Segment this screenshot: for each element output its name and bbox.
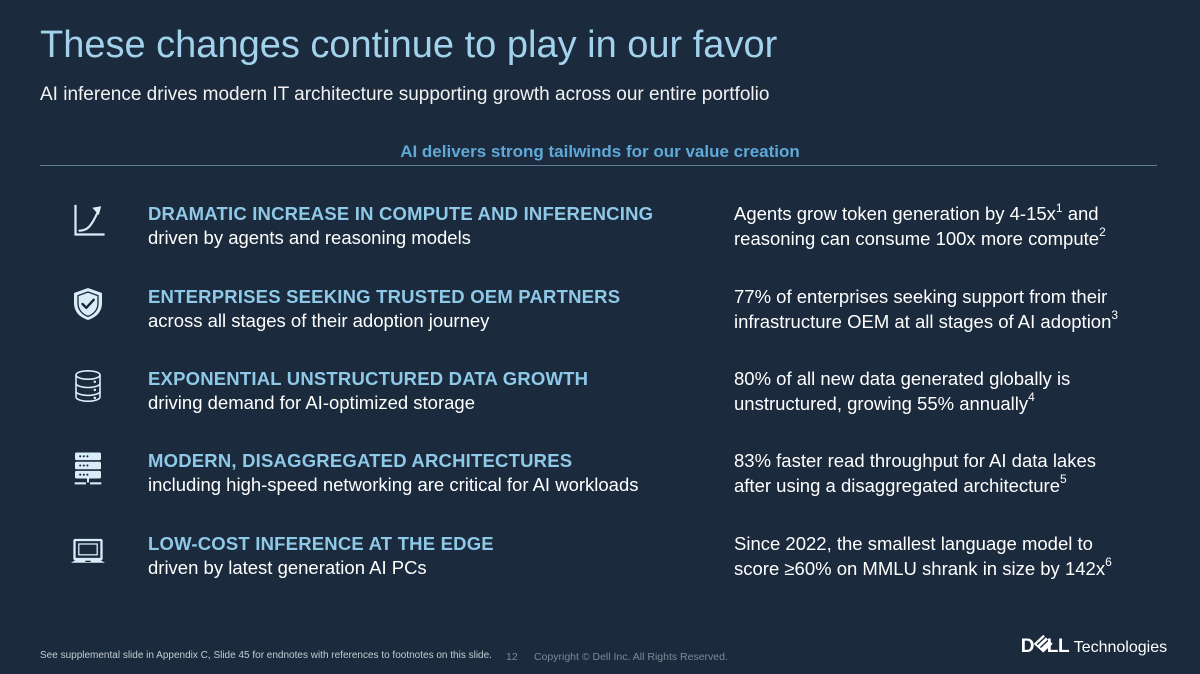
svg-text:Technologies: Technologies	[1074, 639, 1167, 656]
svg-text:D: D	[1021, 636, 1034, 657]
svg-text:LL: LL	[1047, 636, 1070, 657]
